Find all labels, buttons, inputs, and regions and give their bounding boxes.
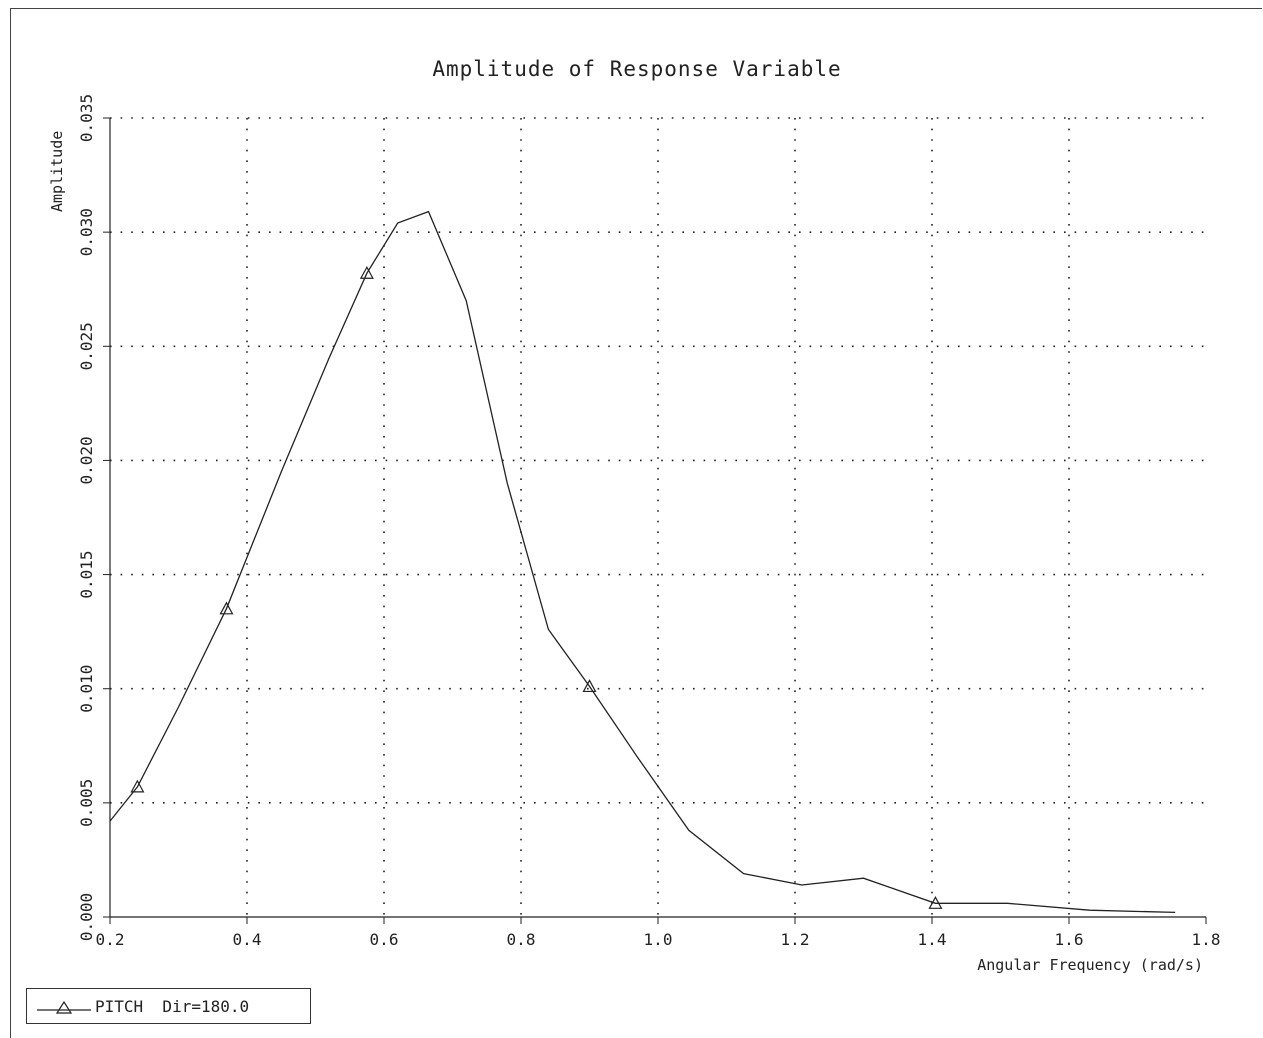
y-tick-label: 0.025	[77, 322, 96, 370]
triangle-marker	[582, 679, 597, 693]
y-tick-label: 0.005	[77, 779, 96, 827]
y-tick-label: 0.035	[77, 94, 96, 142]
triangle-marker	[130, 779, 145, 793]
triangle-marker	[219, 601, 234, 615]
x-tick-label: 1.0	[644, 930, 673, 949]
x-tick-label: 1.4	[918, 930, 947, 949]
plot-frame	[10, 8, 1262, 1038]
x-tick-label: 0.4	[233, 930, 262, 949]
x-tick-labels: 0.2 0.4 0.6 0.8 1.0 1.2 1.4 1.6 1.8	[96, 930, 1221, 949]
y-axis-label: Amplitude	[48, 131, 66, 212]
legend: PITCH Dir=180.0	[26, 988, 311, 1024]
axes	[103, 117, 1207, 924]
legend-line-triangle-icon	[37, 1000, 91, 1014]
x-tick-label: 0.2	[96, 930, 125, 949]
x-tick-label: 0.6	[370, 930, 399, 949]
grid	[110, 117, 1206, 917]
y-tick-label: 0.015	[77, 550, 96, 598]
legend-label: PITCH Dir=180.0	[95, 997, 250, 1016]
x-axis-label: Angular Frequency (rad/s)	[977, 956, 1203, 974]
y-tick-label: 0.000	[77, 893, 96, 941]
chart-title: Amplitude of Response Variable	[432, 57, 841, 81]
x-tick-label: 1.6	[1055, 930, 1084, 949]
x-tick-label: 1.8	[1192, 930, 1221, 949]
triangle-marker	[928, 896, 943, 909]
y-tick-label: 0.030	[77, 208, 96, 256]
series-line-pitch	[109, 210, 1176, 914]
y-tick-labels: 0.000 0.005 0.010 0.015 0.020 0.025 0.030 0.035	[77, 94, 96, 941]
x-tick-label: 1.2	[781, 930, 810, 949]
x-tick-label: 0.8	[507, 930, 536, 949]
series-group	[109, 210, 1176, 914]
y-tick-label: 0.010	[77, 665, 96, 713]
triangle-marker	[359, 265, 374, 279]
y-tick-label: 0.020	[77, 436, 96, 484]
